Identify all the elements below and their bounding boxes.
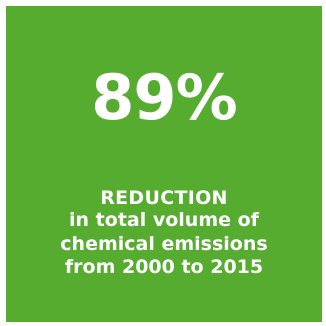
stat-value: 89%	[91, 61, 237, 134]
stat-description-line: from 2000 to 2015	[64, 256, 264, 278]
stat-description-line: in total volume of	[69, 209, 259, 231]
stat-description-line: chemical emissions	[60, 232, 268, 255]
stat-tile: 89% REDUCTION in total volume of chemica…	[6, 6, 322, 322]
stat-heading: REDUCTION	[100, 187, 228, 209]
stat-description: in total volume of chemical emissions fr…	[6, 209, 322, 280]
